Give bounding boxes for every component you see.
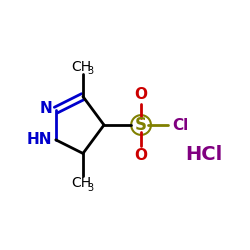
Text: CH: CH [72, 176, 92, 190]
Text: O: O [134, 148, 147, 164]
Text: 3: 3 [87, 182, 94, 192]
Text: 3: 3 [87, 66, 94, 76]
Text: HN: HN [26, 132, 52, 147]
Text: S: S [135, 116, 147, 134]
Text: Cl: Cl [172, 118, 188, 132]
Text: N: N [39, 102, 52, 116]
Text: HCl: HCl [186, 145, 223, 164]
Text: O: O [134, 86, 147, 102]
Text: CH: CH [72, 60, 92, 74]
